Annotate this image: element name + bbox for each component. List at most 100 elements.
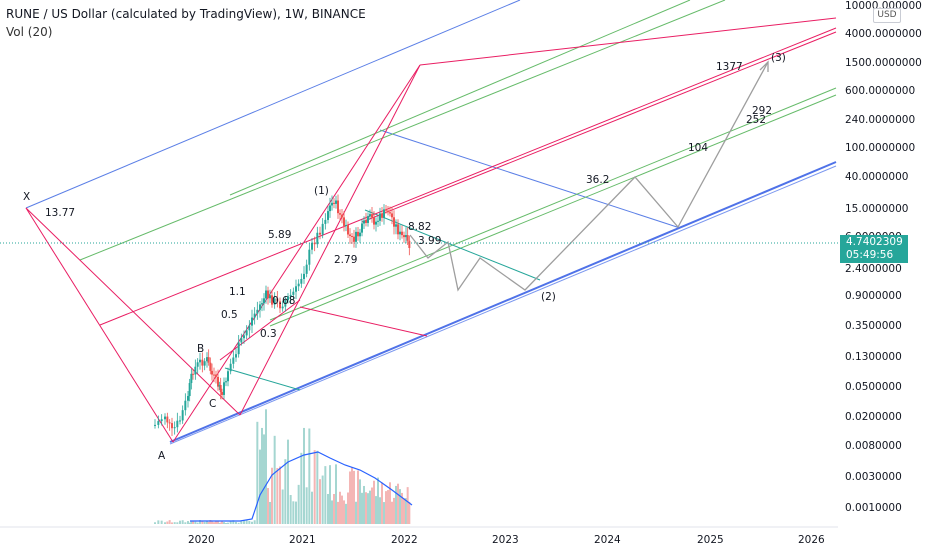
x-tick-label: 2026 [798,534,825,546]
volume-moving-average-line [190,451,413,522]
candle-body [181,410,184,421]
candle-body [271,295,273,305]
candle-body [245,330,248,336]
candle-body [343,217,345,226]
candle-body [363,220,365,224]
candle-body [221,392,223,395]
candle-body [259,304,261,310]
volume-bar [253,520,256,524]
volume-indicator-label[interactable]: Vol (20) [6,25,53,39]
pink-line-c-up [239,64,421,416]
candle-body [353,236,355,242]
volume-bar [361,492,363,524]
volume-bar [345,503,347,524]
volume-bar [335,464,337,524]
blue-channel-bottom-line [169,161,837,443]
volume-bar [256,421,259,524]
pink-line-xa [25,207,174,443]
candle-body [406,235,409,241]
label-a: A [158,450,166,462]
volume-bar [235,521,237,524]
candle-body [379,213,381,221]
candle-body [361,223,363,233]
candle-body [349,234,351,236]
volume-bar [154,522,156,524]
volume-bar [173,522,176,524]
candle-body [192,373,194,375]
candle-body [166,416,169,423]
candle-body [316,232,319,245]
candle-body [335,200,337,204]
chart-title: RUNE / US Dollar (calculated by TradingV… [6,7,366,21]
volume-bar [379,497,381,524]
candle-body [287,296,289,301]
candle-body [215,374,217,377]
candle-body [303,273,305,279]
green-line-1 [79,0,726,261]
volume-bar [245,520,248,524]
candle-body [251,317,253,326]
volume-bar [389,482,391,524]
candle-body [209,362,212,371]
volume-bar [333,493,335,524]
candle-body [232,357,235,364]
candle-body [369,214,371,217]
volume-bar [297,484,300,524]
y-tick-label: 0.0500000 [845,381,902,393]
y-tick-label: 15.0000000 [845,203,908,215]
candle-body [263,298,265,304]
candle-body [351,235,353,237]
volume-bar [243,520,245,524]
candle-body [235,354,237,358]
candle-body [383,209,385,218]
candle-body [391,213,393,218]
candle-body [357,231,359,237]
volume-bar [303,427,305,524]
volume-bar [261,427,263,524]
volume-bar [403,498,405,524]
volume-bar [405,498,407,524]
candle-body [375,221,377,225]
volume-bar [359,479,361,524]
label-wave-1: (1) [314,185,329,197]
pink-line-short [299,306,428,337]
candle-body [289,294,292,297]
y-tick-label: 0.3500000 [845,320,902,332]
volume-bar [237,522,240,524]
candle-body [253,313,256,318]
y-tick-label: 10000.000000 [845,0,922,12]
volume-bar [190,521,193,524]
candle-body [377,220,379,222]
candle-body [160,419,163,422]
candle-body [395,224,397,227]
volume-bar [295,501,297,524]
time-axis[interactable]: 2020 2021 2022 2023 2024 2025 2026 [0,526,838,546]
pink-line-upper [361,31,837,223]
candle-body [229,363,232,372]
volume-bar [375,496,377,524]
candle-body [168,422,171,424]
candle-body [387,210,389,213]
candle-body [171,423,173,429]
currency-button[interactable]: USD [873,8,901,23]
candle-body [273,298,276,305]
volume-bar [157,520,160,524]
candle-body [393,217,395,227]
candle-body [237,342,240,355]
volume-bar [166,521,169,524]
candle-body [187,396,189,401]
volume-bar [219,522,222,524]
volume-bar [192,521,194,524]
candlesticks [154,194,411,436]
candle-body [329,205,331,212]
volume-bar [217,520,219,524]
blue-channel-bottom-line-2 [169,165,837,445]
y-tick-label: 0.9000000 [845,290,902,302]
candle-body [190,373,193,384]
volume-bar [187,521,189,524]
candle-body [223,382,225,395]
candle-body [300,278,303,284]
candle-body [403,235,405,238]
volume-bar [305,487,308,524]
